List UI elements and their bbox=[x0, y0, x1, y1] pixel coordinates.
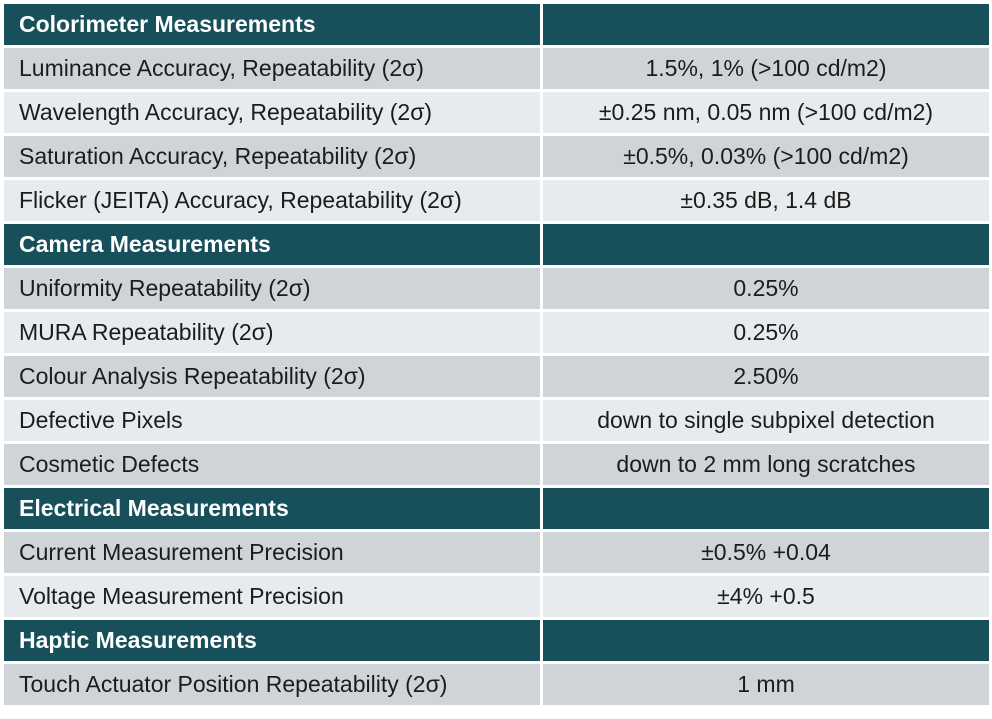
section-title: Electrical Measurements bbox=[4, 488, 540, 529]
row-label: Current Measurement Precision bbox=[4, 532, 540, 573]
section-header-empty-cell bbox=[543, 4, 989, 45]
row-value: ±0.25 nm, 0.05 nm (>100 cd/m2) bbox=[543, 92, 989, 133]
row-label: Saturation Accuracy, Repeatability (2σ) bbox=[4, 136, 540, 177]
table-row: MURA Repeatability (2σ) 0.25% bbox=[4, 312, 989, 353]
table-row: Flicker (JEITA) Accuracy, Repeatability … bbox=[4, 180, 989, 221]
table-row: Voltage Measurement Precision ±4% +0.5 bbox=[4, 576, 989, 617]
row-label: Wavelength Accuracy, Repeatability (2σ) bbox=[4, 92, 540, 133]
section-header-haptic: Haptic Measurements bbox=[4, 620, 989, 661]
row-label: Flicker (JEITA) Accuracy, Repeatability … bbox=[4, 180, 540, 221]
section-header-colorimeter: Colorimeter Measurements bbox=[4, 4, 989, 45]
row-value: 2.50% bbox=[543, 356, 989, 397]
row-value: 0.25% bbox=[543, 312, 989, 353]
row-label: Voltage Measurement Precision bbox=[4, 576, 540, 617]
section-header-electrical: Electrical Measurements bbox=[4, 488, 989, 529]
section-title: Camera Measurements bbox=[4, 224, 540, 265]
row-label: Defective Pixels bbox=[4, 400, 540, 441]
row-label: Touch Actuator Position Repeatability (2… bbox=[4, 664, 540, 705]
row-value: ±4% +0.5 bbox=[543, 576, 989, 617]
table-row: Defective Pixels down to single subpixel… bbox=[4, 400, 989, 441]
table-row: Colour Analysis Repeatability (2σ) 2.50% bbox=[4, 356, 989, 397]
row-value: 1.5%, 1% (>100 cd/m2) bbox=[543, 48, 989, 89]
row-value: 0.25% bbox=[543, 268, 989, 309]
section-header-empty-cell bbox=[543, 620, 989, 661]
table-row: Luminance Accuracy, Repeatability (2σ) 1… bbox=[4, 48, 989, 89]
row-value: ±0.5% +0.04 bbox=[543, 532, 989, 573]
row-label: Colour Analysis Repeatability (2σ) bbox=[4, 356, 540, 397]
section-header-empty-cell bbox=[543, 224, 989, 265]
table-row: Wavelength Accuracy, Repeatability (2σ) … bbox=[4, 92, 989, 133]
row-label: MURA Repeatability (2σ) bbox=[4, 312, 540, 353]
section-header-camera: Camera Measurements bbox=[4, 224, 989, 265]
row-label: Luminance Accuracy, Repeatability (2σ) bbox=[4, 48, 540, 89]
table-row: Current Measurement Precision ±0.5% +0.0… bbox=[4, 532, 989, 573]
row-value: down to 2 mm long scratches bbox=[543, 444, 989, 485]
row-value: 1 mm bbox=[543, 664, 989, 705]
section-title: Colorimeter Measurements bbox=[4, 4, 540, 45]
row-value: ±0.5%, 0.03% (>100 cd/m2) bbox=[543, 136, 989, 177]
table-row: Cosmetic Defects down to 2 mm long scrat… bbox=[4, 444, 989, 485]
table-row: Saturation Accuracy, Repeatability (2σ) … bbox=[4, 136, 989, 177]
row-label: Cosmetic Defects bbox=[4, 444, 540, 485]
row-value: down to single subpixel detection bbox=[543, 400, 989, 441]
section-title: Haptic Measurements bbox=[4, 620, 540, 661]
row-value: ±0.35 dB, 1.4 dB bbox=[543, 180, 989, 221]
section-header-empty-cell bbox=[543, 488, 989, 529]
row-label: Uniformity Repeatability (2σ) bbox=[4, 268, 540, 309]
table-row: Uniformity Repeatability (2σ) 0.25% bbox=[4, 268, 989, 309]
table-row: Touch Actuator Position Repeatability (2… bbox=[4, 664, 989, 705]
